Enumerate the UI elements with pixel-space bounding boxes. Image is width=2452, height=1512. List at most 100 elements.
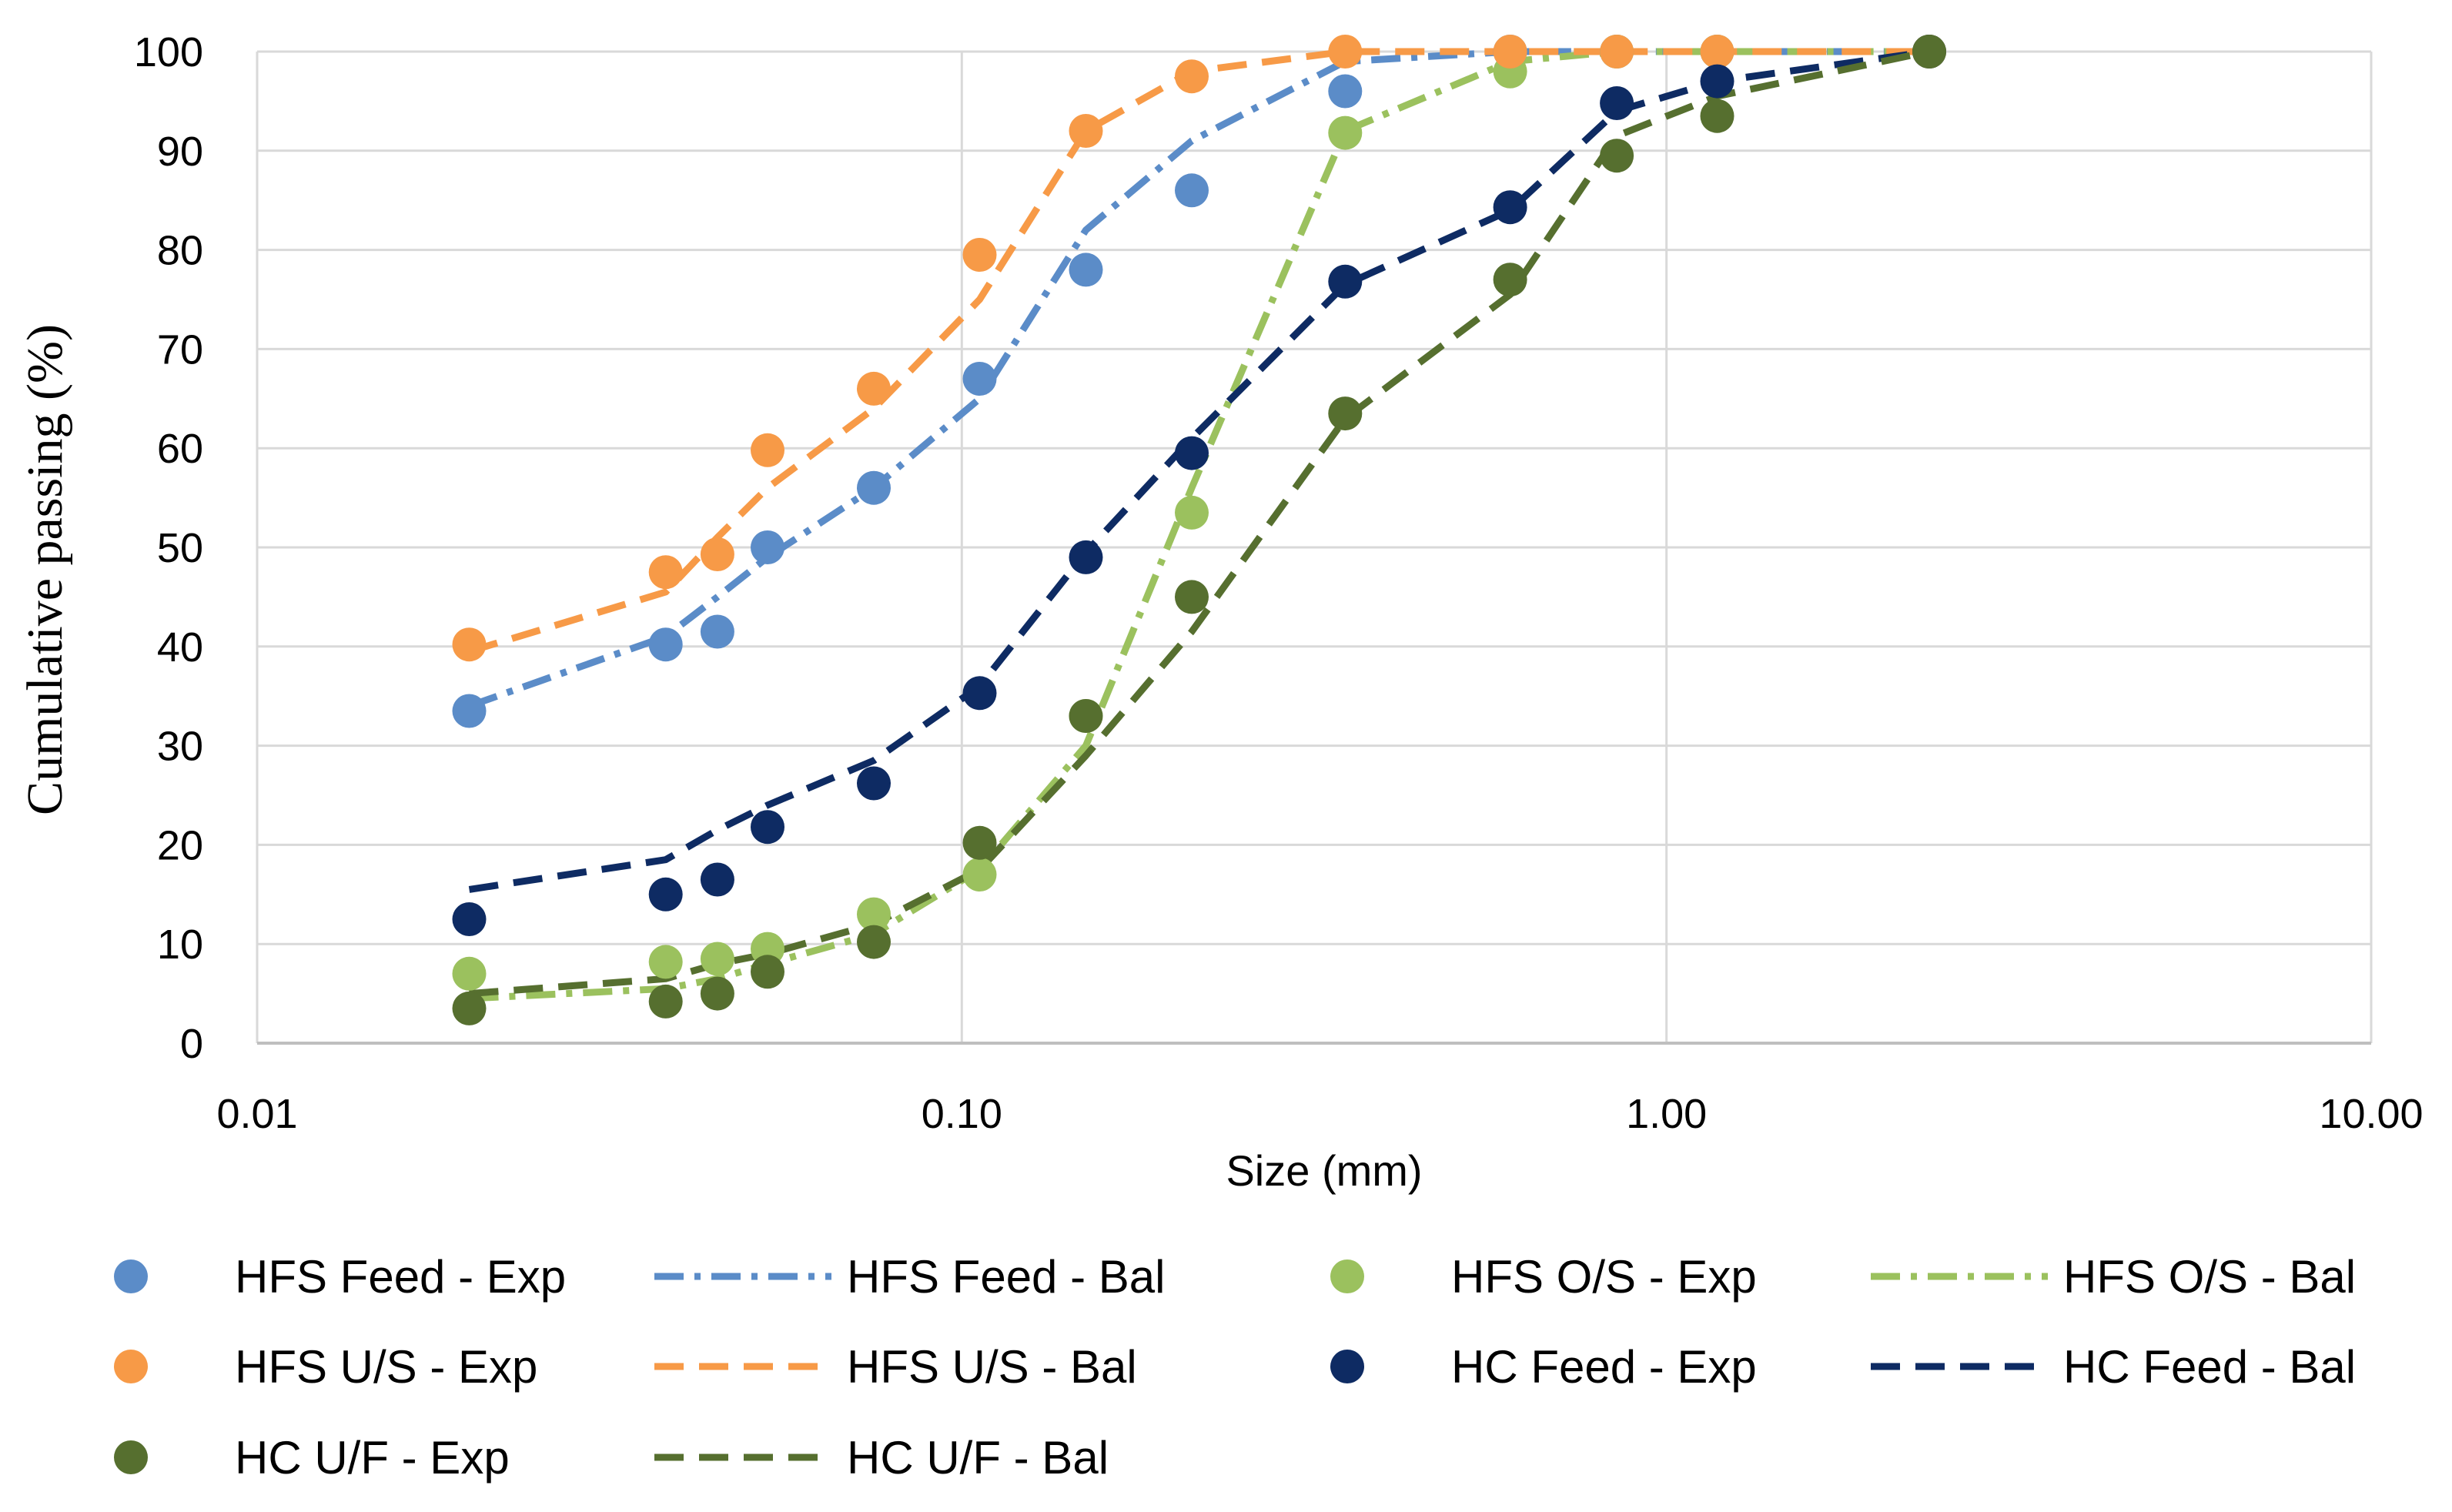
data-point-hfs-feed-exp-8	[1328, 74, 1363, 109]
legend-marker-hfs-o-s-exp	[1330, 1259, 1364, 1293]
legend-label-hfs-feed-bal: HFS Feed - Bal	[847, 1251, 1165, 1303]
data-point-hc-u-f-exp-12	[1912, 35, 1946, 69]
data-point-hfs-o-s-exp-7	[1175, 495, 1209, 530]
data-point-hfs-u-s-exp-3	[751, 433, 784, 467]
legend-label-hc-feed-exp: HC Feed - Exp	[1451, 1341, 1757, 1393]
legend-label-hc-u-f-bal: HC U/F - Bal	[847, 1432, 1109, 1484]
y-tick-label-50: 50	[157, 525, 203, 571]
legend-item-hfs-o-s-exp: HFS O/S - Exp	[1330, 1251, 1757, 1303]
data-point-hfs-feed-exp-2	[700, 614, 734, 649]
legend-item-hc-feed-bal: HC Feed - Bal	[1871, 1341, 2356, 1393]
legend-label-hc-feed-bal: HC Feed - Bal	[2063, 1341, 2356, 1393]
data-point-hfs-feed-exp-6	[1069, 253, 1103, 287]
data-point-hfs-u-s-exp-1	[648, 555, 683, 590]
data-point-hc-u-f-exp-5	[962, 825, 997, 860]
data-point-hc-feed-exp-1	[648, 877, 683, 912]
series-points-hc-feed-exp	[452, 35, 1946, 936]
legend-item-hc-u-f-bal: HC U/F - Bal	[654, 1432, 1109, 1484]
data-point-hfs-u-s-exp-8	[1328, 35, 1363, 69]
x-tick-label-0.10: 0.10	[922, 1091, 1002, 1137]
data-point-hc-u-f-exp-1	[648, 984, 683, 1019]
data-point-hfs-o-s-exp-0	[452, 956, 487, 991]
data-point-hc-u-f-exp-6	[1069, 699, 1103, 733]
legend-marker-hc-u-f-exp	[114, 1440, 148, 1474]
data-point-hc-u-f-exp-4	[857, 925, 891, 959]
y-axis-label: Cumulative passing (%)	[17, 324, 73, 815]
data-point-hfs-u-s-exp-2	[700, 537, 734, 571]
legend-label-hfs-o-s-bal: HFS O/S - Bal	[2063, 1251, 2356, 1303]
legend-item-hfs-u-s-bal: HFS U/S - Bal	[654, 1341, 1137, 1393]
data-point-hc-u-f-exp-0	[452, 991, 487, 1025]
data-point-hfs-o-s-exp-8	[1328, 115, 1363, 150]
legend-marker-hc-feed-exp	[1330, 1350, 1364, 1383]
data-point-hfs-feed-exp-4	[857, 470, 891, 505]
data-point-hfs-feed-exp-0	[452, 694, 487, 728]
legend-marker-hfs-u-s-exp	[114, 1350, 148, 1383]
legend-label-hfs-o-s-exp: HFS O/S - Exp	[1451, 1251, 1757, 1303]
y-tick-label-10: 10	[157, 922, 203, 968]
tick-labels: 0 10 20 30 40 50 60 70 80 90 100 0.01 0.10 1.00 10.00	[134, 29, 2424, 1137]
data-point-hc-feed-exp-0	[452, 902, 487, 936]
legend-item-hc-u-f-exp: HC U/F - Exp	[114, 1432, 510, 1484]
data-point-hc-feed-exp-6	[1069, 540, 1103, 574]
series-line-hfs-u-s-bal	[468, 48, 1929, 655]
x-tick-label-1.00: 1.00	[1626, 1091, 1707, 1137]
data-point-hc-u-f-exp-10	[1600, 139, 1634, 173]
data-point-hfs-o-s-exp-4	[857, 897, 891, 932]
data-point-hfs-feed-exp-3	[751, 530, 784, 564]
y-tick-label-100: 100	[134, 29, 203, 75]
data-point-hc-u-f-exp-11	[1700, 99, 1734, 133]
data-point-hc-u-f-exp-7	[1175, 580, 1209, 614]
data-point-hc-feed-exp-7	[1175, 436, 1209, 470]
legend: HFS Feed - Exp HFS Feed - Bal HFS O/S - Ex…	[114, 1251, 2356, 1484]
data-point-hfs-feed-exp-7	[1175, 173, 1209, 208]
data-point-hfs-o-s-exp-2	[700, 942, 734, 976]
data-point-hfs-feed-exp-5	[962, 362, 997, 396]
series-points-hc-u-f-exp	[452, 35, 1946, 1025]
legend-label-hfs-u-s-exp: HFS U/S - Exp	[235, 1341, 537, 1393]
y-tick-label-20: 20	[157, 822, 203, 868]
data-point-hc-feed-exp-11	[1700, 64, 1734, 99]
data-point-hc-feed-exp-4	[857, 766, 891, 801]
legend-label-hfs-feed-exp: HFS Feed - Exp	[235, 1251, 566, 1303]
legend-item-hfs-feed-exp: HFS Feed - Exp	[114, 1251, 566, 1303]
series-points	[452, 35, 1946, 1025]
data-point-hc-u-f-exp-9	[1493, 263, 1527, 297]
data-point-hc-u-f-exp-3	[751, 955, 784, 989]
data-point-hfs-feed-exp-1	[648, 627, 683, 662]
legend-item-hc-feed-exp: HC Feed - Exp	[1330, 1341, 1757, 1393]
legend-item-hfs-feed-bal: HFS Feed - Bal	[654, 1251, 1165, 1303]
data-point-hfs-u-s-exp-0	[452, 627, 487, 662]
data-point-hfs-u-s-exp-6	[1069, 114, 1103, 148]
legend-item-hfs-o-s-bal: HFS O/S - Bal	[1871, 1251, 2356, 1303]
data-point-hfs-u-s-exp-7	[1175, 59, 1209, 94]
data-point-hc-feed-exp-8	[1328, 264, 1363, 299]
data-point-hc-feed-exp-5	[962, 676, 997, 711]
data-point-hc-feed-exp-10	[1600, 86, 1634, 120]
data-point-hc-feed-exp-9	[1493, 190, 1527, 225]
x-axis-label: Size (mm)	[1226, 1146, 1422, 1195]
y-tick-label-90: 90	[157, 129, 203, 175]
legend-item-hfs-u-s-exp: HFS U/S - Exp	[114, 1341, 537, 1393]
data-point-hfs-o-s-exp-5	[962, 858, 997, 891]
y-tick-label-30: 30	[157, 724, 203, 770]
data-point-hc-feed-exp-3	[751, 810, 784, 845]
legend-label-hc-u-f-exp: HC U/F - Exp	[235, 1432, 510, 1484]
x-tick-label-0.01: 0.01	[216, 1091, 297, 1137]
data-point-hc-u-f-exp-2	[700, 976, 734, 1011]
data-point-hfs-o-s-exp-1	[648, 945, 683, 979]
data-point-hc-feed-exp-2	[700, 862, 734, 897]
y-tick-label-40: 40	[157, 624, 203, 671]
data-point-hfs-u-s-exp-11	[1700, 35, 1734, 69]
legend-label-hfs-u-s-bal: HFS U/S - Bal	[847, 1341, 1137, 1393]
data-point-hc-u-f-exp-8	[1328, 396, 1363, 431]
y-tick-label-60: 60	[157, 426, 203, 472]
data-point-hfs-u-s-exp-4	[857, 371, 891, 406]
data-point-hfs-u-s-exp-9	[1493, 35, 1527, 69]
data-point-hfs-u-s-exp-10	[1600, 35, 1634, 69]
y-tick-label-70: 70	[157, 326, 203, 373]
data-point-hfs-u-s-exp-5	[962, 238, 997, 272]
y-tick-label-80: 80	[157, 228, 203, 274]
legend-marker-hfs-feed-exp	[114, 1259, 148, 1293]
